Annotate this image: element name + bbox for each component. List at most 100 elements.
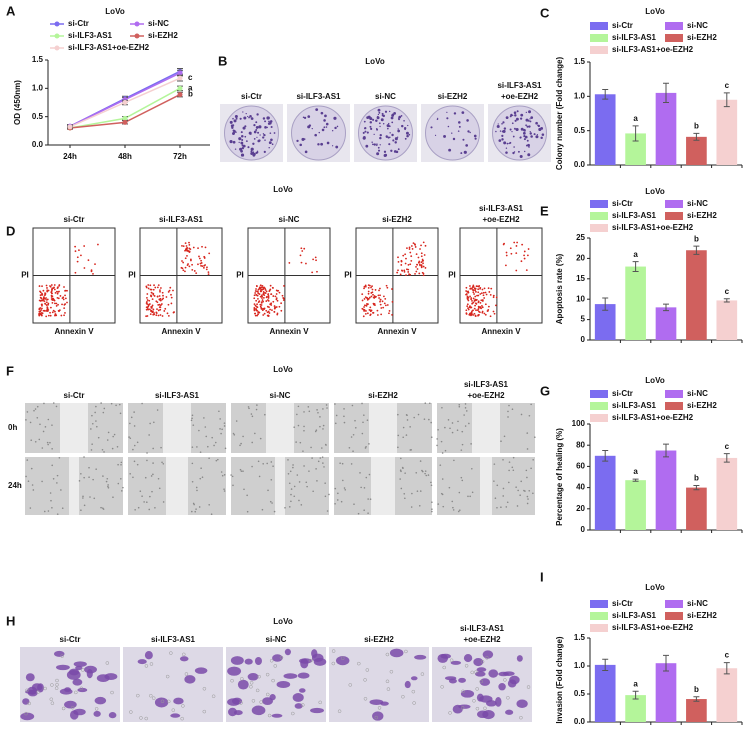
plate bbox=[291, 105, 346, 161]
colony bbox=[323, 126, 326, 129]
cell bbox=[520, 413, 523, 416]
column-label: si-ILF3-AS1 bbox=[296, 92, 341, 101]
cell bbox=[344, 489, 347, 491]
cell bbox=[416, 490, 419, 492]
event bbox=[255, 299, 258, 302]
cell bbox=[113, 433, 116, 436]
event bbox=[466, 305, 469, 308]
cell bbox=[323, 466, 325, 468]
cell bbox=[319, 416, 321, 418]
y-tick-label: 0.0 bbox=[32, 140, 44, 149]
cell bbox=[201, 476, 204, 478]
colony bbox=[466, 119, 469, 122]
cell bbox=[474, 671, 486, 677]
event bbox=[482, 291, 485, 294]
event bbox=[477, 285, 480, 288]
colony bbox=[253, 138, 256, 140]
event bbox=[477, 291, 480, 294]
colony bbox=[525, 136, 527, 138]
event bbox=[54, 291, 57, 294]
cell bbox=[128, 436, 130, 438]
axis-label: Annexin V bbox=[481, 327, 521, 336]
cell bbox=[366, 419, 369, 422]
colony bbox=[241, 134, 244, 138]
colony bbox=[397, 148, 400, 151]
cell bbox=[334, 422, 337, 425]
y-tick-label: 10 bbox=[576, 294, 585, 303]
cell bbox=[104, 673, 118, 681]
colony bbox=[529, 118, 531, 120]
axis-label: Annexin V bbox=[377, 327, 417, 336]
cell bbox=[297, 405, 300, 408]
legend-swatch bbox=[590, 414, 608, 422]
legend-swatch bbox=[665, 402, 683, 410]
wound-gap bbox=[275, 457, 285, 515]
cell bbox=[77, 687, 88, 693]
colony bbox=[234, 148, 237, 150]
legend-swatch bbox=[590, 212, 608, 220]
pore bbox=[449, 658, 454, 663]
event bbox=[49, 314, 52, 317]
colony bbox=[503, 127, 507, 130]
cell bbox=[248, 407, 250, 410]
legend-marker bbox=[134, 21, 140, 27]
colony bbox=[365, 144, 369, 148]
cell bbox=[220, 471, 223, 473]
cell bbox=[233, 434, 236, 436]
event bbox=[52, 309, 55, 312]
event bbox=[186, 264, 189, 267]
colony bbox=[434, 134, 437, 136]
cell bbox=[227, 698, 241, 706]
cell bbox=[32, 489, 35, 491]
event bbox=[261, 285, 264, 287]
pore bbox=[265, 692, 270, 697]
cell bbox=[421, 469, 423, 472]
cell bbox=[88, 466, 90, 469]
colony bbox=[474, 137, 477, 140]
cell bbox=[440, 440, 443, 443]
event bbox=[420, 264, 423, 266]
column-label: si-Ctr bbox=[64, 215, 85, 224]
legend-swatch bbox=[665, 34, 683, 42]
event bbox=[262, 300, 264, 303]
event bbox=[384, 297, 387, 300]
event bbox=[195, 272, 198, 275]
event bbox=[186, 247, 189, 249]
event bbox=[255, 305, 258, 308]
event bbox=[162, 294, 164, 297]
cell bbox=[276, 680, 291, 688]
pore bbox=[301, 703, 305, 707]
cell bbox=[94, 696, 107, 705]
event bbox=[265, 295, 268, 298]
event bbox=[149, 284, 152, 287]
cell bbox=[350, 436, 353, 438]
event bbox=[268, 312, 271, 314]
event bbox=[166, 312, 169, 315]
pore bbox=[43, 686, 47, 691]
bar bbox=[655, 663, 677, 722]
cell bbox=[342, 479, 344, 482]
colony bbox=[262, 136, 265, 139]
cell bbox=[363, 414, 365, 416]
pore bbox=[24, 711, 28, 716]
colony bbox=[461, 111, 465, 114]
event bbox=[420, 255, 423, 258]
colony bbox=[446, 111, 448, 114]
column-label: si-ILF3-AS1 bbox=[151, 635, 196, 644]
cell bbox=[447, 419, 450, 421]
event bbox=[365, 304, 368, 307]
event bbox=[305, 262, 307, 265]
event bbox=[266, 299, 269, 301]
cell bbox=[55, 405, 58, 408]
colony bbox=[296, 139, 299, 143]
event bbox=[375, 295, 377, 298]
colony bbox=[232, 124, 235, 127]
pore bbox=[257, 674, 261, 679]
pore bbox=[483, 706, 487, 711]
event bbox=[59, 295, 62, 297]
cell bbox=[295, 441, 297, 443]
cell bbox=[307, 406, 310, 408]
pore bbox=[442, 665, 446, 670]
cell bbox=[115, 404, 117, 407]
